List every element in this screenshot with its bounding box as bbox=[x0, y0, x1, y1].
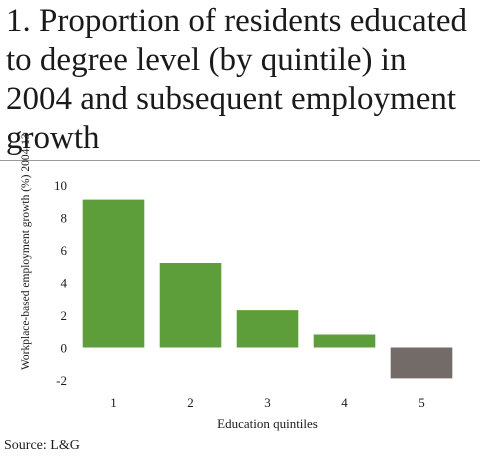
x-tick-label: 2 bbox=[187, 395, 194, 410]
source-note: Source: L&G bbox=[4, 438, 80, 453]
bar bbox=[390, 347, 453, 379]
y-tick-label: 4 bbox=[61, 276, 68, 291]
y-tick-label: 8 bbox=[61, 211, 68, 226]
x-tick-label: 5 bbox=[418, 395, 425, 410]
x-tick-label: 3 bbox=[264, 395, 271, 410]
chart-title: 1. Proportion of residents educated to d… bbox=[6, 3, 467, 156]
y-tick-label: -2 bbox=[56, 373, 67, 388]
y-tick-label: 0 bbox=[61, 341, 68, 356]
bar bbox=[313, 334, 376, 348]
x-tick-label: 1 bbox=[110, 395, 117, 410]
bar bbox=[82, 199, 145, 348]
x-axis-label: Education quintiles bbox=[217, 416, 318, 431]
y-tick-label: 10 bbox=[54, 178, 67, 193]
x-tick-label: 4 bbox=[341, 395, 348, 410]
bar bbox=[159, 263, 222, 348]
y-tick-label: 2 bbox=[61, 308, 68, 323]
title-divider bbox=[0, 160, 480, 161]
y-tick-label: 6 bbox=[61, 243, 68, 258]
bar bbox=[236, 310, 299, 348]
